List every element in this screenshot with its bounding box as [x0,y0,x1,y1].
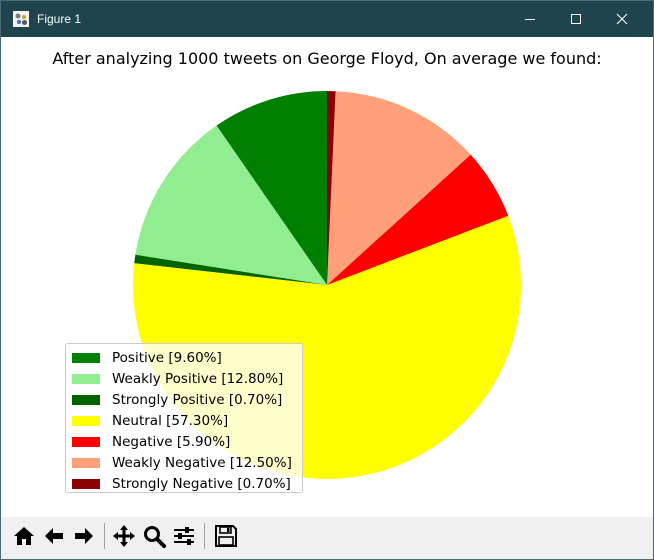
legend-label: Strongly Positive [0.70%] [112,392,283,408]
legend-label: Weakly Negative [12.50%] [112,455,292,471]
toolbar-separator [104,523,105,549]
matplotlib-icon [13,11,29,27]
pie-slice [216,91,327,285]
legend-item: Strongly Negative [0.70%] [72,474,302,495]
legend-swatch [72,416,100,426]
zoom-button[interactable] [139,521,169,551]
arrow-right-icon [75,528,93,544]
legend-item: Weakly Positive [12.80%] [72,369,302,390]
close-icon [616,13,628,25]
magnifier-icon [144,526,166,548]
chart-title: After analyzing 1000 tweets on George Fl… [52,49,602,68]
legend-item: Strongly Positive [0.70%] [72,390,302,411]
home-button[interactable] [9,521,39,551]
maximize-button[interactable] [553,1,599,37]
legend-item: Negative [5.90%] [72,432,302,453]
minimize-icon [525,19,535,20]
floppy-disk-icon [215,525,237,547]
save-button[interactable] [211,521,241,551]
navigation-toolbar [1,517,653,559]
home-icon [14,527,34,545]
legend-item: Positive [9.60%] [72,348,302,369]
pie-chart [133,91,522,480]
legend-label: Strongly Negative [0.70%] [112,476,291,492]
legend-item: Weakly Negative [12.50%] [72,453,302,474]
forward-button[interactable] [69,521,99,551]
legend-swatch [72,437,100,447]
maximize-icon [571,14,581,24]
pie-slice [327,154,509,285]
window-title: Figure 1 [37,12,82,26]
pie-slice [327,91,336,285]
legend-item: Neutral [57.30%] [72,411,302,432]
pie-slice [135,125,327,285]
toolbar-separator [204,523,205,549]
legend-swatch [72,374,100,384]
legend-swatch [72,479,100,489]
legend-label: Positive [9.60%] [112,350,222,366]
pan-button[interactable] [109,521,139,551]
back-button[interactable] [39,521,69,551]
minimize-button[interactable] [507,1,553,37]
pie-slice [134,254,327,285]
move-icon [113,525,135,547]
legend-label: Weakly Positive [12.80%] [112,371,284,387]
pie-slice [327,91,471,285]
title-bar[interactable]: Figure 1 [1,1,653,37]
close-button[interactable] [599,1,645,37]
chart-legend: Positive [9.60%] Weakly Positive [12.80%… [65,343,303,493]
legend-label: Negative [5.90%] [112,434,231,450]
legend-swatch [72,458,100,468]
legend-label: Neutral [57.30%] [112,413,229,429]
arrow-left-icon [45,528,63,544]
legend-swatch [72,395,100,405]
sliders-icon [174,527,194,545]
figure-canvas[interactable]: After analyzing 1000 tweets on George Fl… [1,37,653,517]
subplots-button[interactable] [169,521,199,551]
legend-swatch [72,353,100,363]
